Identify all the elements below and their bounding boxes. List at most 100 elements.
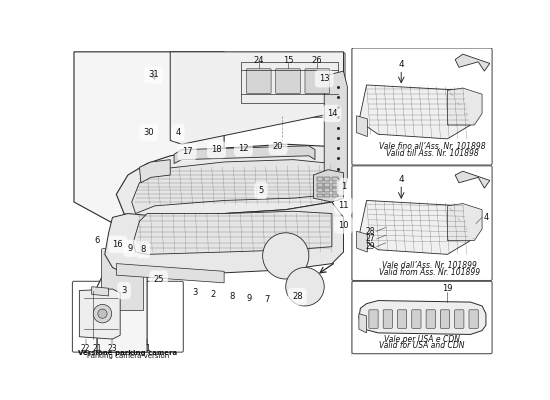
Bar	[324, 183, 331, 186]
FancyBboxPatch shape	[234, 53, 345, 117]
FancyBboxPatch shape	[276, 69, 300, 94]
Polygon shape	[356, 231, 367, 252]
Text: Valid from Ass. Nr. 101899: Valid from Ass. Nr. 101899	[379, 268, 480, 277]
Text: Parking camera version: Parking camera version	[87, 353, 169, 359]
Circle shape	[286, 268, 324, 306]
Text: Vale fino all’Ass. Nr. 101898: Vale fino all’Ass. Nr. 101898	[379, 142, 485, 151]
Text: 18: 18	[211, 145, 222, 154]
Circle shape	[263, 233, 309, 279]
Bar	[317, 183, 323, 186]
Text: 6: 6	[95, 236, 100, 245]
Polygon shape	[101, 248, 143, 310]
FancyBboxPatch shape	[412, 310, 421, 328]
Text: 4: 4	[398, 175, 404, 184]
Text: 28: 28	[292, 292, 302, 301]
Text: 3: 3	[192, 288, 197, 297]
FancyBboxPatch shape	[398, 310, 407, 328]
Text: 26: 26	[311, 56, 322, 65]
FancyBboxPatch shape	[369, 310, 378, 328]
Bar	[324, 194, 331, 197]
Bar	[317, 188, 323, 192]
Bar	[324, 177, 331, 181]
Text: 16: 16	[113, 240, 123, 249]
Text: 11: 11	[338, 201, 349, 210]
Polygon shape	[448, 88, 482, 125]
Text: Vale per USA e CDN: Vale per USA e CDN	[384, 334, 460, 344]
Polygon shape	[117, 144, 343, 221]
Polygon shape	[241, 62, 338, 104]
Text: 3: 3	[122, 286, 126, 295]
Text: 4: 4	[175, 128, 180, 137]
Text: 27: 27	[366, 234, 375, 244]
FancyBboxPatch shape	[469, 310, 478, 328]
Bar	[332, 194, 338, 197]
Text: Valid till Ass. Nr. 101898: Valid till Ass. Nr. 101898	[386, 149, 478, 158]
Text: 22: 22	[81, 344, 90, 353]
Text: 15: 15	[283, 56, 293, 65]
Text: 8: 8	[141, 245, 146, 254]
Polygon shape	[132, 160, 332, 214]
Text: 24: 24	[254, 56, 264, 65]
Bar	[317, 194, 323, 197]
Text: 1: 1	[341, 182, 346, 191]
Text: 10: 10	[338, 221, 349, 230]
Text: 5: 5	[258, 186, 263, 195]
Text: 17: 17	[182, 148, 192, 156]
FancyBboxPatch shape	[352, 281, 492, 354]
Polygon shape	[79, 289, 120, 339]
Text: 31: 31	[148, 70, 158, 80]
Circle shape	[98, 309, 107, 318]
FancyBboxPatch shape	[305, 69, 329, 94]
Text: Vale dall’Ass. Nr. 101899: Vale dall’Ass. Nr. 101899	[382, 262, 477, 270]
FancyBboxPatch shape	[73, 281, 183, 352]
Polygon shape	[140, 160, 170, 183]
Polygon shape	[359, 85, 471, 139]
Text: 4: 4	[398, 60, 404, 70]
FancyBboxPatch shape	[246, 69, 271, 94]
Polygon shape	[117, 264, 224, 283]
FancyBboxPatch shape	[383, 310, 393, 328]
Polygon shape	[356, 116, 367, 136]
Text: 21: 21	[92, 344, 102, 353]
Polygon shape	[174, 146, 315, 164]
FancyBboxPatch shape	[352, 48, 492, 165]
Text: 20: 20	[273, 142, 283, 151]
Text: 7: 7	[265, 295, 270, 304]
Polygon shape	[359, 300, 486, 334]
Text: 14: 14	[327, 109, 337, 118]
Polygon shape	[74, 52, 224, 352]
Text: 9: 9	[128, 244, 133, 253]
FancyBboxPatch shape	[352, 166, 492, 280]
Text: 19: 19	[442, 284, 453, 293]
Polygon shape	[92, 287, 109, 296]
Text: 25: 25	[153, 274, 164, 284]
Bar	[324, 188, 331, 192]
Text: classicparts.direct: classicparts.direct	[141, 179, 284, 271]
Bar	[332, 188, 338, 192]
Text: 13: 13	[319, 74, 329, 83]
Polygon shape	[314, 170, 343, 202]
Text: 9: 9	[246, 294, 251, 303]
Bar	[332, 183, 338, 186]
Text: 30: 30	[144, 128, 154, 137]
Polygon shape	[104, 202, 343, 275]
Text: Versione parking camera: Versione parking camera	[78, 350, 178, 356]
Text: 1: 1	[145, 344, 150, 353]
Text: 8: 8	[229, 292, 234, 301]
Text: 29: 29	[366, 242, 375, 251]
Polygon shape	[455, 171, 490, 188]
Polygon shape	[324, 71, 348, 194]
Bar	[332, 177, 338, 181]
FancyBboxPatch shape	[441, 310, 450, 328]
Polygon shape	[359, 314, 366, 333]
FancyBboxPatch shape	[426, 310, 436, 328]
Text: 28: 28	[366, 227, 375, 236]
Text: 23: 23	[108, 344, 117, 353]
Circle shape	[94, 304, 112, 323]
Text: 2: 2	[211, 290, 216, 299]
Polygon shape	[170, 52, 343, 144]
Text: Valid for USA and CDN: Valid for USA and CDN	[379, 342, 465, 350]
Polygon shape	[448, 204, 482, 240]
Polygon shape	[133, 211, 332, 254]
Polygon shape	[359, 200, 471, 254]
